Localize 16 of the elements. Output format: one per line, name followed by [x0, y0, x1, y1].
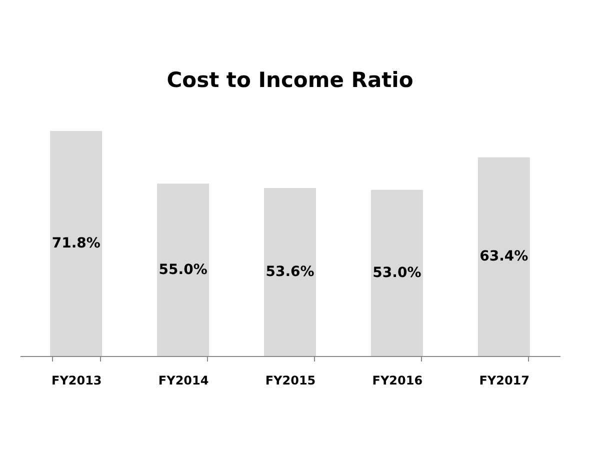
data-label: 71.8%	[52, 236, 100, 252]
data-label: 55.0%	[158, 262, 208, 278]
data-label: 63.4%	[480, 248, 528, 265]
chart-title: Cost to Income Ratio	[166, 68, 414, 92]
x-tick-label: FY2017	[479, 374, 530, 388]
bar	[478, 157, 530, 356]
x-tick-label: FY2015	[265, 374, 316, 388]
bar	[264, 188, 316, 356]
data-label: 53.6%	[266, 264, 314, 280]
x-tick-label: FY2014	[158, 374, 209, 388]
bar	[370, 190, 423, 356]
x-tick-label: FY2013	[51, 374, 102, 388]
bar	[157, 184, 210, 356]
x-tick-label: FY2016	[372, 374, 423, 388]
data-label: 53.0%	[372, 264, 422, 281]
bar	[50, 131, 102, 356]
